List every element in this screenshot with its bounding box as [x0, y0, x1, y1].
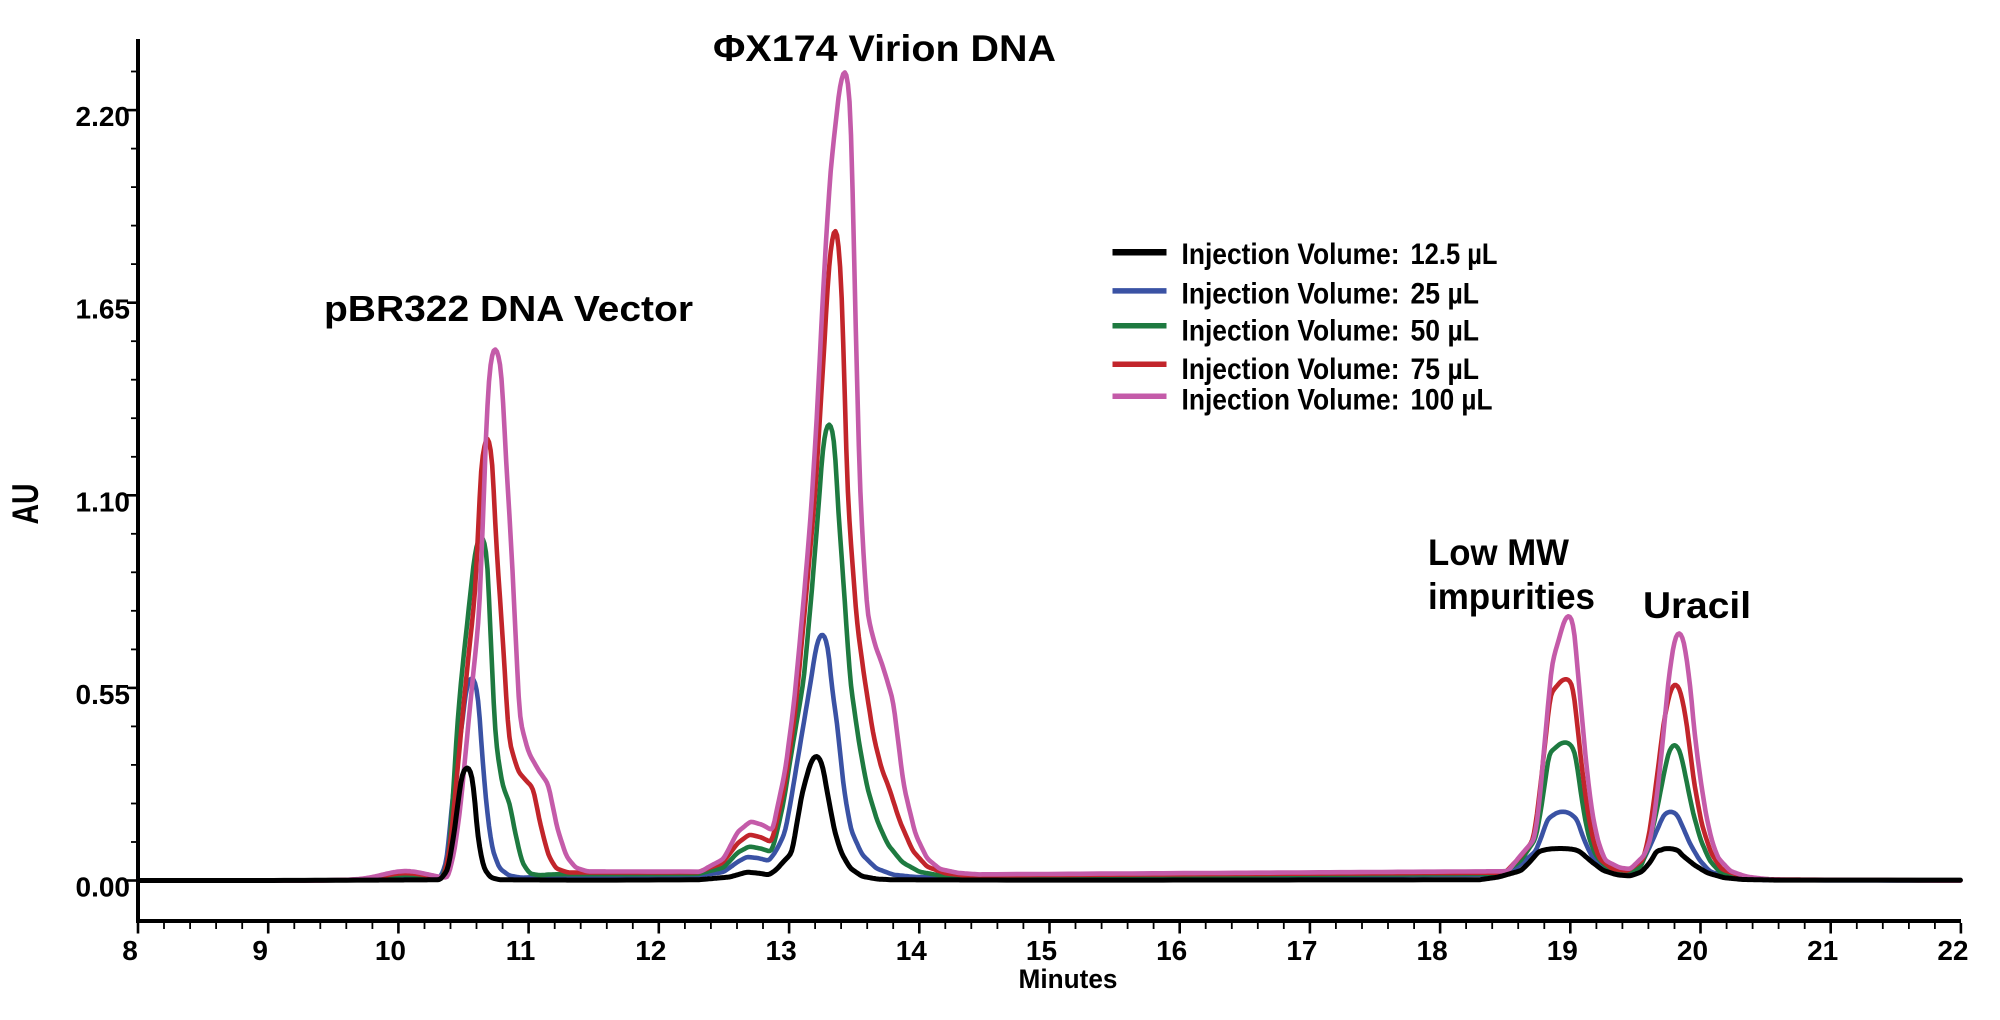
svg-text:pBR322 DNA Vector: pBR322 DNA Vector	[324, 288, 693, 329]
svg-text:impurities: impurities	[1428, 576, 1595, 617]
svg-text:8: 8	[122, 935, 138, 966]
svg-text:14: 14	[896, 935, 928, 966]
svg-text:20: 20	[1677, 935, 1708, 966]
svg-text:0.55: 0.55	[76, 679, 131, 710]
svg-text:AU: AU	[5, 484, 46, 525]
svg-text:2.20: 2.20	[76, 101, 131, 132]
svg-text:Uracil: Uracil	[1643, 585, 1751, 626]
svg-text:Injection Volume:: Injection Volume:	[1182, 278, 1400, 311]
svg-text:Low MW: Low MW	[1428, 532, 1569, 573]
svg-text:19: 19	[1547, 935, 1578, 966]
svg-text:1.10: 1.10	[76, 486, 131, 517]
svg-text:17: 17	[1286, 935, 1317, 966]
svg-text:18: 18	[1417, 935, 1448, 966]
svg-text:12.5 µL: 12.5 µL	[1411, 238, 1498, 271]
svg-text:Injection Volume:: Injection Volume:	[1182, 238, 1400, 271]
svg-text:21: 21	[1807, 935, 1838, 966]
svg-text:12: 12	[635, 935, 666, 966]
svg-text:0.00: 0.00	[76, 872, 131, 903]
svg-text:11: 11	[506, 935, 536, 966]
svg-text:16: 16	[1156, 935, 1187, 966]
svg-text:Minutes: Minutes	[1019, 964, 1118, 994]
svg-text:13: 13	[766, 935, 797, 966]
svg-text:22: 22	[1937, 935, 1968, 966]
svg-text:Injection Volume:: Injection Volume:	[1182, 353, 1400, 386]
svg-text:Injection Volume:: Injection Volume:	[1182, 383, 1400, 416]
svg-text:ΦX174 Virion DNA: ΦX174 Virion DNA	[713, 28, 1056, 69]
svg-text:75 µL: 75 µL	[1411, 353, 1480, 386]
svg-text:Injection Volume:: Injection Volume:	[1182, 315, 1400, 348]
svg-text:25 µL: 25 µL	[1411, 278, 1480, 311]
svg-text:1.65: 1.65	[76, 294, 131, 325]
svg-text:100 µL: 100 µL	[1411, 383, 1493, 416]
svg-text:50 µL: 50 µL	[1411, 315, 1480, 348]
svg-text:10: 10	[375, 935, 406, 966]
svg-text:15: 15	[1026, 935, 1057, 966]
svg-text:9: 9	[252, 935, 268, 966]
